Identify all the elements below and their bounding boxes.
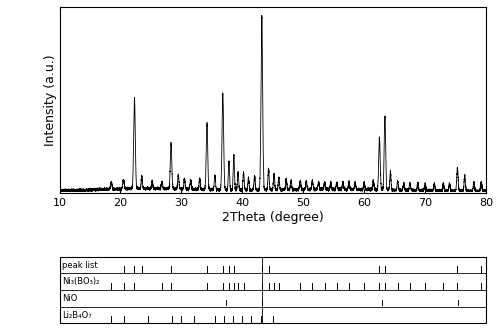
Text: Li₂B₄O₇: Li₂B₄O₇ [62, 311, 92, 319]
X-axis label: 2Theta (degree): 2Theta (degree) [222, 211, 324, 224]
Text: peak list: peak list [62, 261, 98, 270]
Y-axis label: Intensity (a.u.): Intensity (a.u.) [44, 54, 57, 146]
Text: Ni₃(BO₃)₂: Ni₃(BO₃)₂ [62, 277, 99, 286]
Text: NiO: NiO [62, 294, 77, 303]
